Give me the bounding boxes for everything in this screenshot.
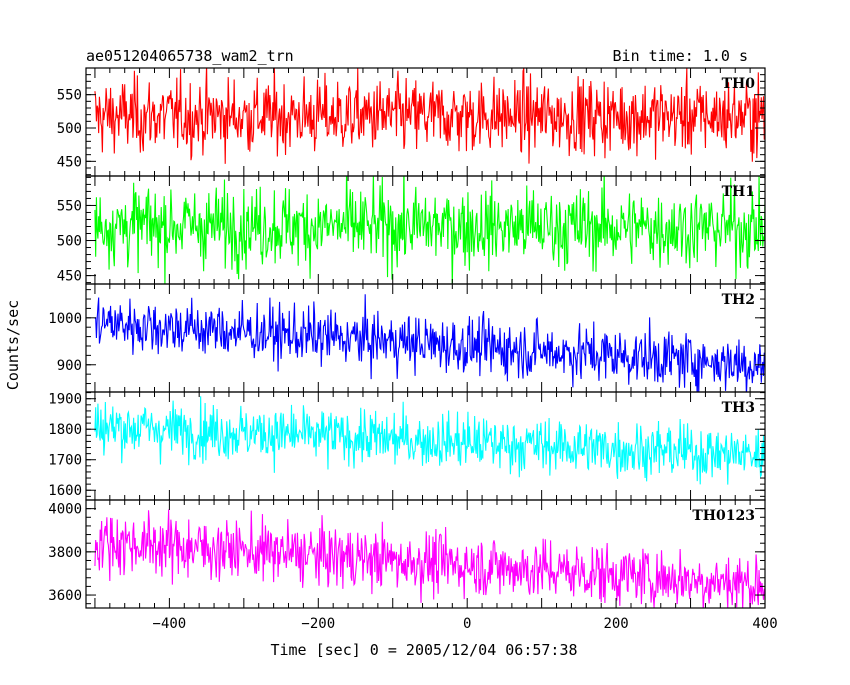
panel-label-th3: TH3 [722,400,755,416]
panel-label-th2: TH2 [722,292,755,308]
y-tick-label: 4000 [48,502,82,518]
series-line-th0123 [94,509,765,608]
panel-label-th0123: TH0123 [692,508,755,524]
y-tick-label: 900 [57,358,82,374]
chart-title: ae051204065738_wam2_trn [86,47,294,65]
y-tick-label: 500 [57,234,82,250]
panels-group: TH0 450 500 550 TH1 450 500 550 TH2 900 1000 TH3 160… [48,67,778,632]
y-tick-label: 1600 [48,483,82,499]
series-line-th1 [94,176,765,284]
y-tick-label: 3800 [48,545,82,561]
bin-time-label: Bin time: 1.0 s [613,47,748,65]
y-tick-label: 3600 [48,588,82,604]
panel-label-th0: TH0 [722,76,756,92]
y-tick-label: 1000 [48,311,82,327]
x-axis-label: Time [sec] 0 = 2005/12/04 06:57:38 [270,641,577,659]
y-tick-label: 1900 [48,392,82,408]
y-tick-label: 500 [57,121,82,137]
series-line-th3 [94,396,765,485]
series-line-th2 [94,294,765,392]
y-tick-label: 450 [57,154,82,170]
y-tick-label: 550 [57,88,82,104]
x-tick-label: 0 [463,616,471,632]
y-tick-label: 450 [57,269,82,285]
x-tick-label: −400 [153,616,187,632]
x-tick-label: 400 [752,616,777,632]
x-tick-label: 200 [603,616,628,632]
y-tick-label: 1800 [48,422,82,438]
panel-label-th1: TH1 [722,184,755,200]
y-tick-label: 1700 [48,453,82,469]
y-tick-label: 550 [57,198,82,214]
x-tick-label: −200 [301,616,335,632]
y-axis-label: Counts/sec [4,300,22,390]
series-line-th0 [94,68,765,164]
panel-frame [85,499,766,609]
